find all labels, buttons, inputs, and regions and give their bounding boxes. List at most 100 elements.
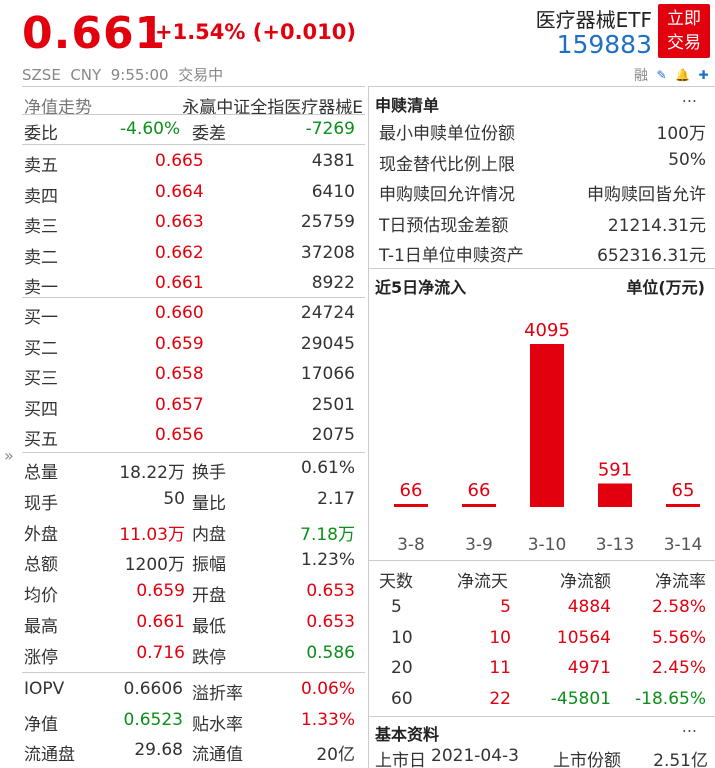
flow-bar[interactable] <box>598 483 632 507</box>
stat-value: 0.661 <box>136 612 185 632</box>
divider <box>369 716 715 717</box>
market-status: SZSE CNY 9:55:00 交易中 <box>22 66 224 84</box>
bid-row[interactable]: 买三 0.658 17066 <box>22 360 365 390</box>
stat-row[interactable]: 均价 0.659 开盘 0.653 <box>22 577 365 607</box>
flow-bar[interactable] <box>394 504 428 507</box>
left-panel: 净值走势 永赢中证全指医疗器械E 委比 -4.60% 委差 -7269 卖五 0.665 438… <box>22 86 365 768</box>
iopv-label: 贴水率 <box>192 714 243 735</box>
stat-value: 50 <box>163 488 185 509</box>
stat-row[interactable]: 现手 50 量比 2.17 <box>22 485 365 515</box>
flow-days: 10 <box>391 627 413 648</box>
ask-row[interactable]: 卖二 0.662 37208 <box>22 239 365 269</box>
flow-table-header-cell: 净流率 <box>655 572 706 592</box>
redeem-value: 21214.31元 <box>607 215 706 236</box>
flow-bar-value: 66 <box>468 480 491 501</box>
flow-bar[interactable] <box>530 344 564 507</box>
ask-volume: 25759 <box>300 212 355 232</box>
ask-row[interactable]: 卖四 0.664 6410 <box>22 178 365 208</box>
divider <box>22 452 365 453</box>
stat-row[interactable]: 外盘 11.03万 内盘 7.18万 <box>22 516 365 546</box>
divider <box>22 114 365 115</box>
redeem-list-title: 申赎清单 <box>375 96 440 115</box>
flow-date-label: 3-13 <box>596 535 635 555</box>
stat-value: 0.586 <box>306 642 355 663</box>
nav-link-label: 净值走势 <box>24 98 92 118</box>
flow-date-label: 3-8 <box>397 535 425 555</box>
iopv-label: 净值 <box>24 714 58 735</box>
stat-label: 量比 <box>192 493 226 514</box>
redeem-row: T日预估现金差额 21214.31元 <box>369 207 715 237</box>
weibi-row[interactable]: 委比 -4.60% 委差 -7269 <box>22 115 365 145</box>
listing-shares-value: 2.51亿 <box>653 751 708 768</box>
bid-volume: 17066 <box>300 364 355 384</box>
flow-table-header-cell: 天数 <box>379 572 413 592</box>
redeem-label: T日预估现金差额 <box>379 215 509 236</box>
bid-row[interactable]: 买四 0.657 2501 <box>22 391 365 421</box>
flow-table-row: 5 5 4884 2.58% <box>369 593 715 623</box>
ask-volume: 4381 <box>311 151 355 171</box>
stat-value: 0.61% <box>300 458 355 478</box>
divider <box>22 672 365 673</box>
flow-bar-value: 66 <box>400 480 423 501</box>
iopv-row[interactable]: 净值 0.6523 贴水率 1.33% <box>22 706 365 736</box>
bid-volume: 29045 <box>300 333 355 354</box>
bid-volume: 24724 <box>300 303 355 323</box>
toolbar: 融 ✎ 🔔 ✚ <box>634 65 711 85</box>
listing-date-value: 2021-04-3 <box>431 746 519 766</box>
ask-row[interactable]: 卖三 0.663 25759 <box>22 208 365 238</box>
flow-net-days: 5 <box>500 597 511 617</box>
bid-row[interactable]: 买二 0.659 29045 <box>22 330 365 360</box>
stat-row[interactable]: 涨停 0.716 跌停 0.586 <box>22 639 365 669</box>
bid-row[interactable]: 买五 0.656 2075 <box>22 421 365 451</box>
trade-now-button[interactable]: 立即 交易 <box>658 4 710 58</box>
ask-level-label: 卖二 <box>24 247 58 268</box>
stat-label: 振幅 <box>192 555 226 576</box>
redeem-value: 申购赎回皆允许 <box>587 185 706 205</box>
flow-date-label: 3-14 <box>664 535 703 555</box>
iopv-value: 0.6606 <box>123 679 183 699</box>
fund-full-name: 永赢中证全指医疗器械E <box>182 98 363 118</box>
redeem-value: 100万 <box>656 124 706 144</box>
stat-label: 均价 <box>24 586 58 607</box>
divider <box>22 297 365 298</box>
stat-value: 0.653 <box>306 581 355 602</box>
stat-row[interactable]: 总量 18.22万 换手 0.61% <box>22 454 365 484</box>
ask-row[interactable]: 卖一 0.661 8922 <box>22 269 365 299</box>
bid-price: 0.660 <box>155 303 204 323</box>
trade-button-line2: 交易 <box>667 33 701 53</box>
bid-volume: 2075 <box>311 425 355 445</box>
expand-arrow-icon[interactable]: » <box>4 446 14 465</box>
bid-level-label: 买四 <box>24 399 58 420</box>
flow-bar[interactable] <box>462 504 496 507</box>
redeem-row: T-1日单位申赎资产 652316.31元 <box>369 237 715 267</box>
stat-label: 跌停 <box>192 647 226 668</box>
ask-row[interactable]: 卖五 0.665 4381 <box>22 147 365 177</box>
more-icon[interactable]: ... <box>681 87 697 106</box>
more-icon[interactable]: ... <box>681 717 697 736</box>
weicha-label: 委差 <box>192 124 226 144</box>
trade-button-line1: 立即 <box>667 9 701 29</box>
weibi-value: -4.60% <box>120 119 181 139</box>
stat-value: 1200万 <box>124 555 185 576</box>
bell-icon[interactable]: 🔔 <box>675 68 690 82</box>
flow-net-days: 10 <box>489 627 511 648</box>
bid-row[interactable]: 买一 0.660 24724 <box>22 299 365 329</box>
stat-label: 总额 <box>24 555 58 576</box>
flow-bar[interactable] <box>666 504 700 507</box>
ask-level-label: 卖四 <box>24 186 58 207</box>
flow-days: 20 <box>391 658 413 678</box>
iopv-row[interactable]: IOPV 0.6606 溢折率 0.06% <box>22 675 365 705</box>
add-icon[interactable]: ✚ <box>698 68 709 82</box>
margin-label[interactable]: 融 <box>634 68 648 84</box>
weibi-label: 委比 <box>24 124 58 144</box>
stat-row[interactable]: 总额 1200万 振幅 1.23% <box>22 546 365 576</box>
iopv-row[interactable]: 流通盘 29.68 流通值 20亿 <box>22 736 365 766</box>
stat-row[interactable]: 最高 0.661 最低 0.653 <box>22 608 365 638</box>
flow-net-days: 22 <box>489 688 511 709</box>
current-price: 0.661 <box>22 8 167 59</box>
iopv-label: 流通值 <box>192 745 243 765</box>
edit-icon[interactable]: ✎ <box>656 68 667 82</box>
quote-header: 0.661 +1.54% (+0.010) SZSE CNY 9:55:00 交… <box>0 0 715 90</box>
flow-table-header-cell: 净流天 <box>457 572 508 592</box>
nav-link-row[interactable]: 净值走势 永赢中证全指医疗器械E <box>22 89 365 119</box>
